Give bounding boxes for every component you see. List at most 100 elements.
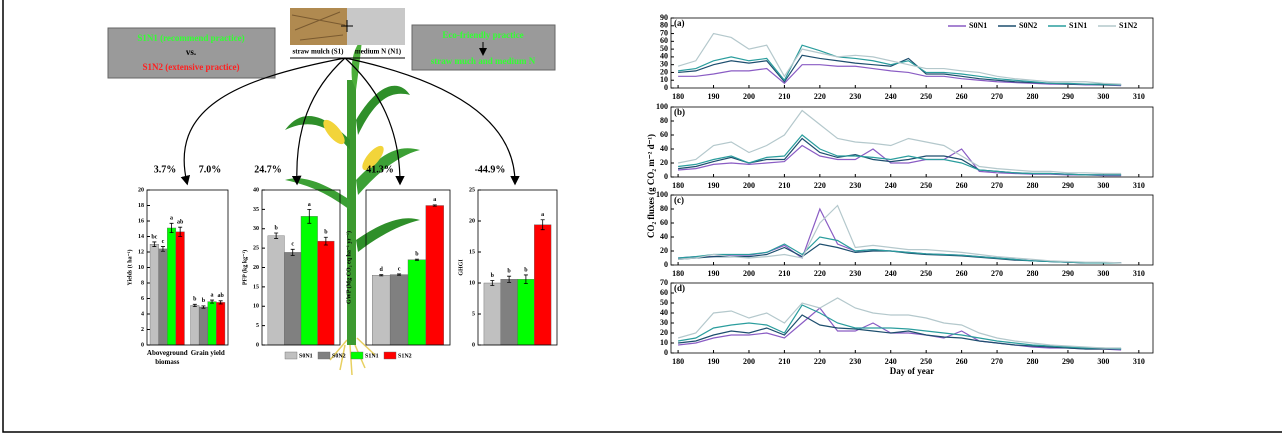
arrows — [180, 57, 520, 186]
x-tick-label: 260 — [956, 269, 968, 278]
y-tick-label: 60 — [660, 218, 668, 227]
series-line — [677, 304, 1122, 350]
x-tick-label: 270 — [991, 92, 1003, 101]
y-tick-label: 100 — [656, 102, 668, 111]
legend-label: S1N1 — [365, 353, 379, 359]
error-bar — [210, 299, 215, 304]
error-bar — [160, 246, 165, 252]
error-bar — [307, 208, 312, 224]
y-tick-label: 60 — [660, 36, 668, 45]
x-tick-label: 230 — [849, 269, 861, 278]
error-bar — [540, 219, 545, 231]
y-tick-label: 15 — [469, 249, 475, 255]
y-tick-label: 20 — [660, 246, 668, 255]
significance-letter: b — [324, 230, 328, 236]
significance-letter: d — [380, 267, 384, 273]
y-tick-label: 80 — [660, 116, 668, 125]
panel-label: (d) — [674, 283, 685, 293]
series-line — [677, 297, 1122, 349]
x-tick-label: 280 — [1027, 92, 1039, 101]
y-tick-label: 20 — [138, 187, 144, 193]
x-tick-label: 270 — [991, 181, 1003, 190]
significance-letter: b — [491, 273, 495, 279]
y-tick-label: 20 — [660, 67, 668, 76]
x-tick-label: 260 — [956, 181, 968, 190]
x-tick-label: 220 — [814, 181, 826, 190]
y-tick-label: 30 — [253, 226, 259, 232]
series-line — [678, 134, 1122, 176]
bar — [517, 279, 535, 346]
x-tick-label: 180 — [672, 269, 684, 278]
x-tick-label: 190 — [708, 357, 720, 366]
y-tick-label: 40 — [660, 232, 668, 241]
legend-label: S0N2 — [332, 353, 346, 359]
significance-letter: a — [308, 202, 311, 208]
x-tick-label: 300 — [1097, 181, 1109, 190]
series-line — [677, 32, 1122, 85]
x-tick-label: 250 — [920, 181, 932, 190]
significance-letter: a — [541, 212, 544, 218]
x-tick-label: 290 — [1062, 357, 1074, 366]
error-bar — [218, 300, 223, 305]
x-tick-label: 230 — [849, 181, 861, 190]
panel-label: (b) — [674, 107, 685, 117]
legend-label: S1N2 — [398, 353, 412, 359]
error-bar — [507, 275, 512, 283]
y-tick-label: 40 — [253, 187, 259, 193]
y-tick-label: 40 — [660, 308, 668, 317]
photo-soil — [347, 8, 405, 45]
error-bar — [490, 280, 495, 286]
y-tick-label: 0 — [664, 172, 668, 181]
x-tick-label: 250 — [920, 269, 932, 278]
x-tick-label: 300 — [1097, 92, 1109, 101]
error-bar — [397, 273, 402, 276]
y-tick-label: 6 — [141, 296, 144, 302]
x-axis-label: Day of year — [890, 366, 935, 376]
x-tick-label: 200 — [743, 92, 755, 101]
y-tick-label: 70 — [660, 278, 668, 287]
significance-letter: b — [524, 267, 528, 273]
error-bar — [290, 248, 295, 256]
bar — [175, 231, 185, 346]
plot-frame — [670, 282, 1154, 354]
plot-frame — [670, 106, 1154, 178]
x-tick-label: 230 — [849, 92, 861, 101]
percentage: -44.9% — [475, 164, 506, 175]
series-line — [678, 144, 1122, 177]
bar — [389, 274, 409, 346]
legend-swatch — [284, 351, 298, 360]
error-bar — [379, 274, 384, 277]
plot-frame — [670, 194, 1154, 266]
bar — [216, 302, 226, 346]
significance-letter: c — [162, 239, 165, 245]
y-axis-label: CO₂ fluxes (g CO₂ m⁻² d⁻¹) — [646, 134, 656, 238]
y-tick-label: 2 — [141, 327, 144, 333]
x-tick-label: 210 — [778, 357, 790, 366]
x-tick-label: 270 — [991, 269, 1003, 278]
y-tick-label: 60 — [660, 130, 668, 139]
y-tick-label: 20 — [660, 158, 668, 167]
x-tick-label: 200 — [743, 269, 755, 278]
compare-box — [107, 27, 276, 79]
y-tick-label: 80 — [660, 21, 668, 30]
x-tick-label: 310 — [1133, 92, 1145, 101]
bar — [198, 306, 208, 346]
x-tick-label: 280 — [1027, 269, 1039, 278]
x-tick-label: 180 — [672, 181, 684, 190]
x-tick-label: 240 — [885, 269, 897, 278]
y-tick-label: 16 — [138, 218, 144, 224]
error-bar — [523, 274, 528, 285]
y-tick-label: 10 — [660, 338, 668, 347]
box-text: Eco-friendly practice — [442, 30, 523, 40]
photo-label: straw mulch (S1) — [293, 48, 345, 56]
y-tick-label: 0 — [141, 342, 144, 348]
x-tick-label: 210 — [778, 92, 790, 101]
x-tick-label: 270 — [991, 357, 1003, 366]
y-tick-label: 40 — [660, 144, 668, 153]
bar — [425, 205, 444, 346]
plot-frame — [261, 189, 341, 346]
x-tick-label: 310 — [1133, 181, 1145, 190]
plot-frame — [365, 189, 451, 346]
legend-label: S0N1 — [969, 21, 987, 30]
